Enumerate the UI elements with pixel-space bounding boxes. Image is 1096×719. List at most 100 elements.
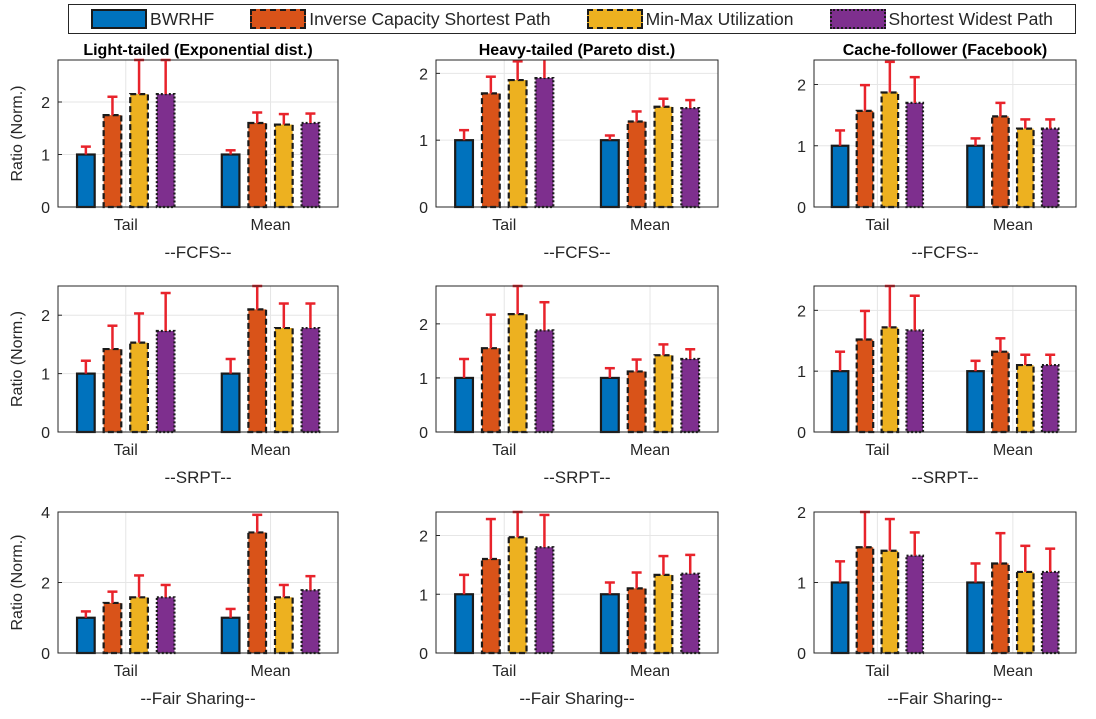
bar (155, 329, 176, 434)
y-axis-label: Ratio (Norm.) (9, 85, 26, 181)
bar (855, 109, 875, 209)
axes-box (57, 59, 339, 208)
legend-item: Inverse Capacity Shortest Path (250, 8, 551, 30)
bar (102, 114, 123, 209)
y-tick-label: 1 (797, 576, 806, 593)
y-tick-label: 1 (419, 587, 428, 604)
axes-box (813, 59, 1077, 208)
bar (300, 121, 321, 209)
x-tick-label: Tail (492, 442, 516, 459)
bar (454, 593, 475, 655)
bar (507, 313, 528, 434)
y-tick-label: 1 (419, 133, 428, 150)
bar (129, 341, 149, 434)
bar (300, 326, 321, 434)
bar (75, 372, 96, 434)
y-tick-label: 0 (797, 425, 806, 442)
x-tick-label: Tail (492, 217, 516, 234)
y-tick-label: 0 (419, 646, 428, 663)
x-axis-label: --Fair Sharing-- (140, 689, 255, 708)
bar (75, 616, 96, 655)
subplot: Tail Mean 0 1 2 --SRPT-- (419, 284, 719, 487)
x-tick-label: Mean (993, 217, 1033, 234)
bar (855, 338, 875, 434)
y-tick-label: 2 (41, 95, 50, 112)
y-tick-label: 1 (41, 367, 50, 384)
bar (1015, 570, 1035, 655)
bar (966, 144, 985, 209)
x-tick-label: Mean (993, 663, 1033, 680)
bar (966, 581, 985, 655)
y-tick-label: 0 (41, 425, 50, 442)
x-axis-label: --Fair Sharing-- (887, 689, 1002, 708)
bar (273, 596, 294, 655)
y-tick-label: 2 (419, 317, 428, 334)
bar (273, 123, 294, 209)
x-tick-label: Tail (114, 217, 138, 234)
bar (220, 372, 241, 434)
x-tick-label: Mean (630, 663, 670, 680)
y-tick-label: 4 (41, 505, 50, 522)
subplot: Tail Mean 0 1 2 --FCFS-- Ratio (Norm.) Light-ta… (9, 42, 339, 262)
legend-item: Shortest Widest Path (829, 8, 1053, 30)
bar (1015, 127, 1035, 209)
bar (102, 347, 123, 434)
subplot: Tail Mean 0 2 4 --Fair Sharing-- Ratio (Norm.) (9, 505, 339, 708)
subplot: Tail Mean 0 1 2 --Fair Sharing-- (797, 505, 1077, 708)
bar (680, 572, 701, 655)
bar (991, 115, 1010, 209)
bar (155, 93, 176, 209)
bar (102, 601, 123, 655)
y-tick-label: 0 (419, 425, 428, 442)
bar (480, 92, 501, 209)
legend-label: Min-Max Utilization (645, 8, 794, 29)
bar (454, 139, 475, 209)
x-tick-label: Tail (865, 663, 889, 680)
bar (905, 329, 925, 434)
subplot: Tail Mean 0 1 2 --Fair Sharing-- (419, 510, 719, 708)
y-tick-label: 0 (797, 646, 806, 663)
y-tick-label: 2 (41, 576, 50, 593)
bar (653, 573, 674, 655)
x-tick-label: Mean (251, 663, 291, 680)
legend-swatch (586, 9, 643, 29)
bar (1040, 363, 1060, 434)
bar (599, 593, 620, 655)
y-tick-label: 0 (41, 200, 50, 217)
axes-box (813, 285, 1077, 433)
bar (129, 93, 149, 209)
legend-label: Inverse Capacity Shortest Path (309, 8, 551, 29)
bar (247, 531, 268, 655)
bar (129, 596, 149, 655)
bar (880, 326, 900, 434)
y-tick-label: 2 (419, 529, 428, 546)
bar (653, 354, 674, 434)
bar (653, 105, 674, 209)
bar (599, 139, 620, 209)
y-tick-label: 1 (797, 139, 806, 156)
x-tick-label: Mean (251, 217, 291, 234)
bar (1040, 127, 1060, 209)
subplot: Tail Mean 0 1 2 --SRPT-- Ratio (Norm.) (9, 284, 339, 487)
axes-box (435, 59, 719, 208)
y-tick-label: 0 (419, 200, 428, 217)
x-tick-label: Mean (251, 442, 291, 459)
bar (75, 153, 96, 209)
y-tick-label: 1 (419, 371, 428, 388)
x-axis-label: --FCFS-- (911, 243, 978, 262)
bar (534, 546, 555, 655)
bar (534, 329, 555, 434)
y-tick-label: 2 (797, 505, 806, 522)
bar (454, 376, 475, 434)
legend-swatch (91, 9, 148, 29)
bar (880, 91, 900, 209)
chart-legend: BWRHF Inverse Capacity Shortest Path Min-M… (68, 4, 1076, 34)
bar (220, 153, 241, 209)
axes-box (57, 285, 339, 433)
legend-label: Shortest Widest Path (888, 8, 1053, 29)
bar (507, 78, 528, 209)
bar (680, 107, 701, 209)
subplot-title: Light-tailed (Exponential dist.) (83, 42, 312, 59)
bar (880, 549, 900, 655)
